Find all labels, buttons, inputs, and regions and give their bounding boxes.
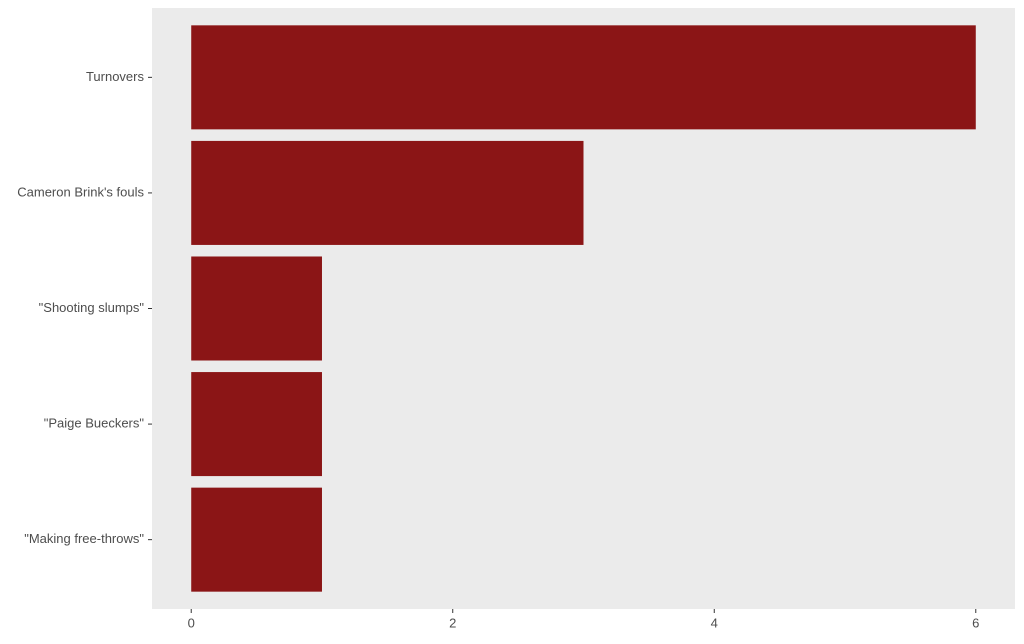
bar	[191, 372, 322, 477]
y-tick-label: Turnovers	[86, 69, 145, 84]
y-tick-label: "Making free-throws"	[24, 531, 144, 546]
x-tick-label: 4	[711, 615, 718, 630]
y-tick-label: "Paige Bueckers"	[44, 416, 145, 431]
x-tick-label: 6	[972, 615, 979, 630]
bar	[191, 140, 584, 245]
y-tick-label: "Shooting slumps"	[39, 300, 145, 315]
y-tick-label: Cameron Brink's fouls	[17, 184, 144, 199]
x-tick-label: 0	[188, 615, 195, 630]
x-tick-label: 2	[449, 615, 456, 630]
bar	[191, 256, 322, 361]
bar	[191, 25, 976, 130]
bar	[191, 487, 322, 592]
